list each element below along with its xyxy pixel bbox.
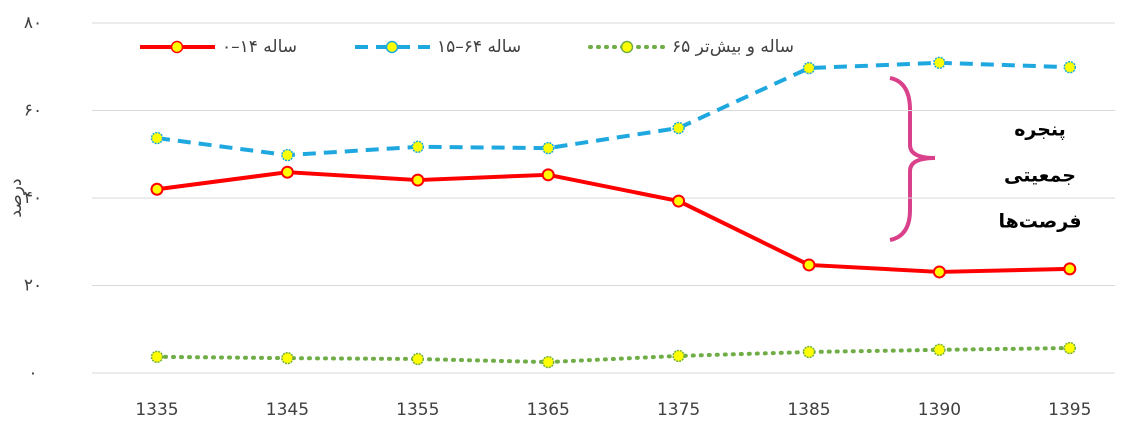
x-tick-label: 1335: [135, 400, 178, 420]
x-tick-label: 1385: [787, 400, 830, 420]
y-tick-label: ۸۰: [24, 13, 42, 33]
data-point: [281, 148, 294, 162]
legend-label: ۶۵ ساله و بیش‌تر: [672, 37, 794, 57]
y-tick-label: ۰: [28, 363, 37, 383]
data-point: [150, 350, 164, 364]
annotation: فرصت‌ها: [998, 211, 1081, 233]
data-point: [672, 349, 685, 363]
legend-label: ۱۵–۶۴ ساله: [437, 37, 521, 57]
data-point: [802, 345, 816, 359]
data-point: [411, 173, 425, 187]
data-point: [933, 56, 946, 70]
data-point: [411, 140, 425, 154]
series-line: [156, 60, 1070, 158]
legend-marker: [170, 40, 184, 54]
data-point: [411, 352, 425, 366]
data-point: [150, 182, 164, 196]
data-point: [1063, 341, 1077, 355]
data-point: [1063, 262, 1077, 276]
data-point: [672, 194, 686, 208]
data-point: [933, 343, 946, 357]
data-point: [281, 351, 294, 365]
data-point: [1063, 60, 1077, 74]
brace: [889, 76, 936, 242]
annotation: پنجره: [1014, 119, 1066, 141]
series-line: [156, 170, 1070, 274]
y-tick-label: ۴۰: [24, 188, 42, 208]
data-point: [672, 121, 685, 135]
annotation: جمعیتی: [1004, 165, 1076, 187]
legend-marker: [385, 40, 399, 54]
x-tick-label: 1395: [1048, 400, 1091, 420]
series-line: [155, 346, 1072, 365]
data-point: [280, 165, 294, 179]
y-tick-label: ۲۰: [24, 276, 42, 296]
x-tick-label: 1345: [266, 400, 309, 420]
data-point: [932, 265, 946, 279]
y-tick-label: ۶۰: [24, 101, 42, 121]
legend-label: ۰–۱۴ ساله: [222, 37, 297, 57]
x-tick-label: 1390: [918, 400, 961, 420]
data-point: [541, 355, 555, 369]
data-point: [802, 258, 816, 272]
data-point: [150, 131, 164, 145]
y-axis-label: درصد: [6, 178, 26, 217]
x-tick-label: 1365: [527, 400, 570, 420]
x-tick-label: 1375: [657, 400, 700, 420]
x-tick-label: 1355: [396, 400, 439, 420]
data-point: [802, 61, 816, 75]
legend-marker: [620, 40, 634, 54]
data-point: [541, 168, 555, 182]
data-point: [541, 141, 555, 155]
